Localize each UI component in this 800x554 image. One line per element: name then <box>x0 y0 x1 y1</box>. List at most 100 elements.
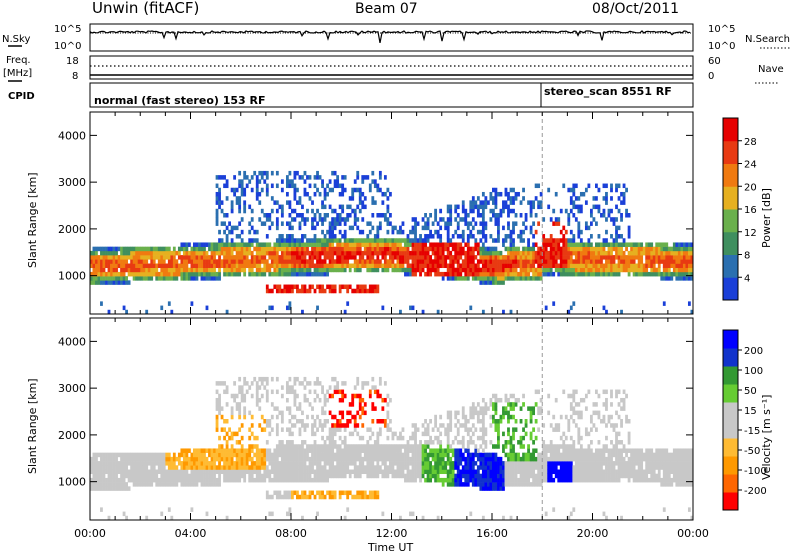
velocity-cell <box>333 427 337 432</box>
power-cell <box>343 229 347 235</box>
velocity-cell <box>512 414 515 420</box>
power-cell <box>381 242 385 247</box>
power-cell <box>549 271 553 277</box>
velocity-cell <box>288 385 292 390</box>
velocity-cell <box>270 389 274 395</box>
power-cell <box>323 242 327 247</box>
power-cell <box>486 276 490 281</box>
power-cell <box>507 255 510 260</box>
power-cell <box>421 255 425 260</box>
power-cell <box>426 246 430 252</box>
power-cell <box>605 309 608 314</box>
velocity-cell <box>270 469 274 475</box>
power-cell <box>145 255 149 260</box>
power-cell <box>602 255 606 260</box>
power-cell <box>589 271 593 277</box>
power-cell <box>130 246 134 252</box>
power-cell <box>351 208 355 214</box>
velocity-cell <box>296 448 299 453</box>
power-cell <box>436 255 440 260</box>
velocity-cell <box>235 465 239 470</box>
power-cell <box>245 255 249 260</box>
power-cell <box>235 225 239 231</box>
velocity-cell <box>346 469 350 475</box>
velocity-cell <box>105 456 108 462</box>
velocity-cell <box>444 431 448 437</box>
power-cell <box>346 238 350 243</box>
power-cell <box>225 255 229 260</box>
power-cell <box>409 255 412 260</box>
velocity-cell <box>155 477 159 483</box>
velocity-cell <box>255 465 259 470</box>
velocity-cell <box>105 477 108 483</box>
power-cell <box>451 271 455 277</box>
power-cell <box>110 280 113 285</box>
velocity-cell <box>469 469 473 475</box>
power-cell <box>260 250 264 256</box>
velocity-cell <box>519 444 523 449</box>
power-cell <box>449 221 453 226</box>
velocity-cell <box>318 452 322 458</box>
power-cell <box>484 280 488 285</box>
velocity-cell <box>509 393 513 399</box>
velocity-cell <box>152 469 156 475</box>
power-cell <box>620 263 623 269</box>
velocity-cell <box>466 477 470 483</box>
velocity-cell <box>424 419 427 424</box>
velocity-cell <box>195 477 199 483</box>
power-cell <box>371 250 375 256</box>
power-cell <box>220 250 224 256</box>
power-cell <box>381 263 385 269</box>
velocity-cell <box>378 381 382 386</box>
velocity-cell <box>218 473 221 479</box>
power-cell <box>92 259 96 264</box>
velocity-cell <box>484 456 488 462</box>
velocity-cell <box>253 469 257 475</box>
power-cell <box>308 271 312 277</box>
power-cell <box>301 213 304 218</box>
velocity-cell <box>446 452 450 458</box>
power-cell <box>338 238 342 243</box>
power-cell <box>524 276 528 281</box>
power-cell <box>690 255 693 260</box>
power-cell <box>391 225 395 231</box>
power-cell <box>446 271 450 277</box>
power-cell <box>439 208 443 214</box>
power-cell <box>481 246 485 252</box>
velocity-cell <box>333 385 337 390</box>
velocity-cell <box>255 469 259 475</box>
power-cell <box>378 242 382 247</box>
velocity-cell <box>303 452 307 458</box>
power-cell <box>489 280 493 285</box>
power-cell <box>238 200 242 205</box>
power-cell <box>494 187 498 193</box>
power-cell <box>348 250 352 256</box>
power-cell <box>351 187 355 193</box>
power-cell <box>615 267 618 273</box>
power-cell <box>426 234 430 239</box>
power-cell <box>539 276 543 281</box>
power-cell <box>497 217 500 222</box>
power-cell <box>444 221 448 226</box>
power-cell <box>411 259 415 264</box>
power-cell <box>346 246 350 252</box>
velocity-cell <box>95 452 98 458</box>
velocity-cell <box>323 423 327 428</box>
power-cell <box>494 204 498 210</box>
velocity-cell <box>235 448 239 453</box>
power-cell <box>489 191 493 197</box>
velocity-cell <box>270 414 274 420</box>
velocity-cell <box>321 448 324 453</box>
power-cell <box>303 250 307 256</box>
velocity-cell <box>193 477 196 483</box>
power-cell <box>248 242 252 247</box>
power-cell <box>557 250 561 256</box>
power-cell <box>461 259 465 264</box>
velocity-cell <box>132 456 136 462</box>
power-cell <box>291 246 294 252</box>
power-cell <box>519 276 523 281</box>
velocity-cell <box>258 477 262 483</box>
velocity-cell <box>255 393 259 399</box>
velocity-cell <box>381 406 385 411</box>
power-cell <box>547 263 551 269</box>
